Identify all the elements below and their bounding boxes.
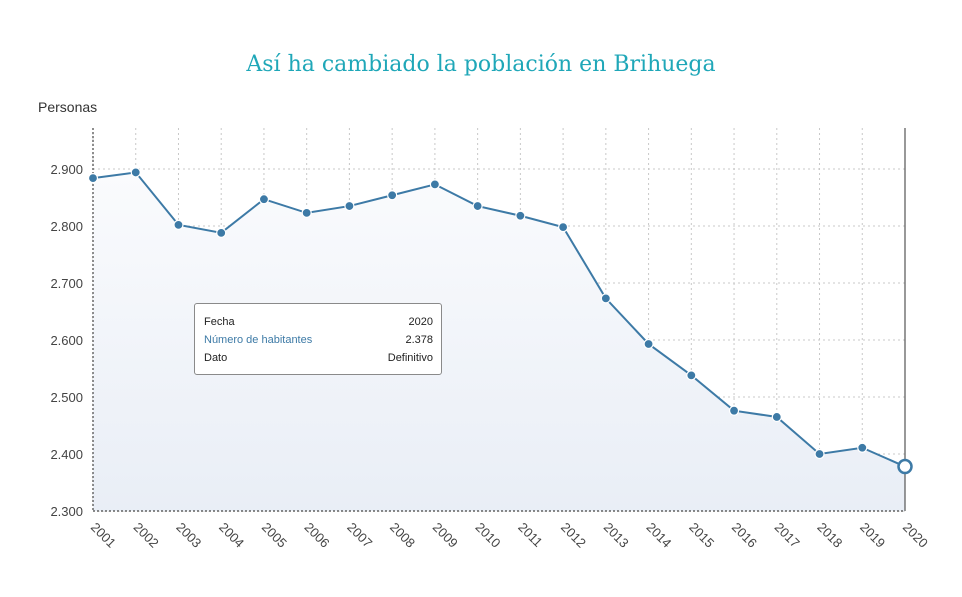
x-tick-label: 2012	[558, 520, 589, 551]
x-tick-label: 2009	[430, 520, 461, 551]
x-tick-label: 2011	[515, 520, 545, 550]
data-point[interactable]	[814, 448, 825, 460]
x-tick-label: 2007	[344, 520, 375, 551]
data-point[interactable]	[87, 173, 99, 184]
chart-title: Así ha cambiado la población en Brihuega	[246, 52, 716, 77]
y-tick-label: 2.300	[50, 504, 83, 519]
data-point[interactable]	[344, 200, 355, 212]
tooltip-label: Dato	[204, 352, 228, 364]
tooltip-label: Número de habitantes	[204, 334, 313, 346]
data-point[interactable]	[429, 179, 440, 190]
x-tick-label: 2017	[772, 520, 803, 551]
x-tick-label: 2002	[131, 520, 162, 551]
x-tick-label: 2013	[601, 520, 632, 551]
x-tick-label: 2014	[643, 520, 674, 551]
data-point[interactable]	[173, 219, 184, 230]
y-tick-label: 2.600	[50, 333, 83, 348]
x-tick-label: 2010	[473, 520, 504, 551]
tooltip-row-fecha: Fecha 2020	[204, 313, 433, 331]
data-point[interactable]	[600, 293, 611, 304]
data-point[interactable]	[728, 405, 740, 416]
area-fill	[93, 172, 905, 512]
x-tick-label: 2005	[259, 520, 290, 551]
y-tick-label: 2.400	[50, 447, 83, 462]
x-tick-label: 2020	[900, 520, 931, 551]
data-point[interactable]	[258, 194, 270, 205]
data-point[interactable]	[472, 200, 483, 212]
x-tick-labels: 2001 2002 2003 2004 2005 2006 2007 2008 2009 2010…	[88, 520, 931, 551]
y-tick-label: 2.900	[50, 162, 83, 177]
series-line-path	[92, 171, 906, 468]
data-point[interactable]	[130, 167, 141, 178]
tooltip-row-habitantes: Número de habitantes 2.378	[204, 331, 433, 349]
tooltip-value: 2020	[408, 316, 433, 328]
data-point[interactable]	[558, 222, 569, 233]
x-tick-label: 2006	[302, 520, 333, 551]
tooltip-value: Definitivo	[387, 352, 433, 364]
data-point[interactable]	[216, 227, 227, 238]
x-tick-label: 2015	[686, 520, 717, 551]
x-tick-label: 2001	[88, 520, 119, 551]
data-point[interactable]	[643, 338, 654, 350]
y-tick-labels: 2.300 2.400 2.500 2.600 2.700 2.800 2.900	[50, 162, 83, 519]
data-point[interactable]	[686, 370, 697, 381]
data-point[interactable]	[301, 207, 312, 218]
data-point[interactable]	[387, 190, 398, 201]
series-line	[92, 171, 906, 468]
data-point[interactable]	[771, 411, 782, 423]
y-tick-label: 2.500	[50, 390, 83, 405]
highlighted-data-point[interactable]	[897, 458, 913, 475]
data-point[interactable]	[857, 442, 868, 453]
area-shape	[93, 172, 905, 512]
x-tick-label: 2018	[814, 520, 845, 551]
x-tick-label: 2008	[387, 520, 418, 551]
y-axis-title: Personas	[38, 99, 98, 115]
x-tick-label: 2019	[857, 520, 888, 551]
tooltip-label: Fecha	[204, 316, 235, 328]
hover-tooltip: Fecha 2020 Número de habitantes 2.378 Da…	[194, 303, 442, 375]
y-tick-label: 2.700	[50, 276, 83, 291]
data-point[interactable]	[515, 210, 526, 221]
x-tick-label: 2004	[216, 520, 247, 551]
y-tick-label: 2.800	[50, 219, 83, 234]
axes	[92, 128, 906, 512]
tooltip-value: 2.378	[405, 334, 433, 346]
x-tick-label: 2016	[729, 520, 760, 551]
tooltip-row-dato: Dato Definitivo	[204, 349, 433, 367]
x-tick-label: 2003	[173, 520, 204, 551]
data-points	[87, 167, 913, 475]
